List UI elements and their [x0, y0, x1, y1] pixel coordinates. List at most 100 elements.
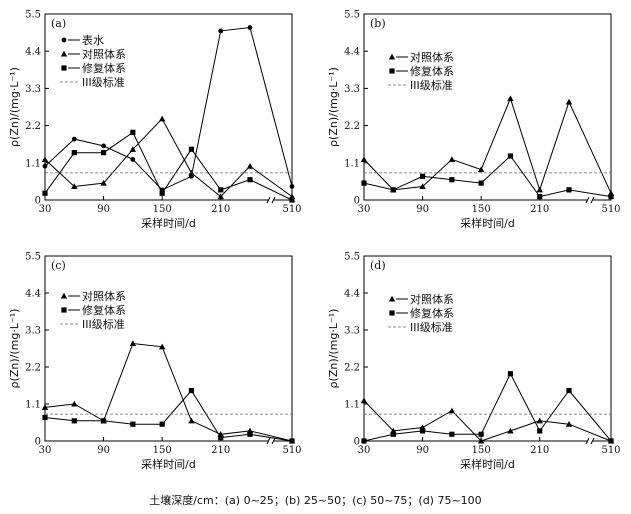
data-point — [566, 187, 572, 193]
data-point — [129, 340, 137, 347]
x-axis-label: 采样时间/d — [460, 457, 515, 471]
data-point — [507, 153, 514, 159]
x-axis-label: 采样时间/d — [460, 216, 515, 230]
x-tick-label: 210 — [530, 204, 549, 215]
legend-label: 对照体系 — [82, 47, 126, 61]
x-tick-label: 510 — [601, 445, 620, 456]
legend-label: 对照体系 — [410, 292, 454, 306]
y-tick-label: 0 — [354, 196, 360, 207]
data-point — [188, 417, 195, 424]
data-point — [566, 387, 572, 394]
chart-panel-d: 0 1.1 2.2 3.3 4.4 5.5 30 90 150 210 510 采样时间/d ρ(Zn)… — [327, 252, 621, 472]
data-point — [360, 397, 368, 404]
axis-break-mark — [266, 437, 271, 445]
plot-frame — [363, 255, 612, 442]
data-point — [158, 115, 166, 122]
data-point — [71, 150, 77, 156]
data-point — [449, 177, 455, 183]
legend-marker — [388, 295, 396, 302]
y-tick-label: 4.4 — [25, 289, 41, 300]
x-tick-label: 90 — [97, 445, 110, 456]
y-tick-label: 0 — [35, 196, 41, 207]
x-tick-label: 510 — [601, 204, 620, 215]
y-tick-label: 4.4 — [344, 289, 360, 300]
data-point — [448, 407, 456, 414]
x-tick-label: 210 — [211, 445, 230, 456]
legend-marker — [61, 307, 67, 313]
data-point — [419, 183, 426, 190]
data-point — [507, 95, 514, 102]
chart-panel-a: 0 1.1 2.2 3.3 4.4 5.5 30 90 150 210 510 采样时间/d ρ(Zn)… — [8, 10, 302, 231]
data-point — [536, 417, 543, 424]
y-tick-label: 0 — [35, 437, 41, 448]
data-point — [361, 180, 367, 186]
panel-label: (a) — [51, 17, 66, 30]
x-tick-label: 90 — [97, 204, 110, 215]
y-tick-label: 3.3 — [25, 326, 41, 337]
y-axis-label: ρ(Zn)/(mg·L⁻¹) — [327, 309, 340, 389]
x-tick-label: 150 — [153, 204, 172, 215]
data-point — [478, 431, 484, 437]
plot-frame — [44, 255, 293, 442]
data-point — [218, 187, 224, 193]
x-axis-label: 采样时间/d — [141, 457, 196, 471]
y-axis-label: ρ(Zn)/(mg·L⁻¹) — [327, 67, 340, 147]
data-point — [361, 438, 367, 444]
series-line — [44, 131, 293, 201]
legend-label: 修复体系 — [410, 306, 454, 320]
axis-break-mark — [590, 437, 595, 445]
data-point — [71, 136, 77, 142]
legend-label: 修复体系 — [82, 303, 126, 317]
y-tick-label: 4.4 — [25, 47, 41, 58]
series-2 — [42, 387, 295, 444]
data-point — [419, 428, 426, 434]
data-point — [101, 143, 106, 149]
data-point — [449, 431, 455, 437]
x-tick-label: 30 — [358, 445, 371, 456]
data-point — [448, 156, 456, 162]
legend-marker — [60, 292, 68, 299]
legend-label: 表水 — [82, 33, 104, 47]
y-tick-label: 1.1 — [344, 400, 360, 411]
series-line — [363, 372, 612, 442]
x-tick-label: 30 — [39, 445, 52, 456]
data-point — [289, 184, 295, 189]
y-tick-label: 1.1 — [25, 400, 41, 411]
y-tick-label: 4.4 — [344, 47, 360, 58]
x-tick-label: 210 — [530, 445, 549, 456]
data-point — [130, 129, 136, 135]
data-point — [71, 400, 78, 407]
data-point — [158, 343, 166, 350]
data-point — [217, 193, 224, 200]
y-tick-label: 3.3 — [344, 326, 360, 337]
data-point — [537, 194, 543, 200]
axis-break-mark — [585, 196, 590, 204]
panel-label: (b) — [370, 17, 386, 30]
x-tick-label: 90 — [416, 445, 429, 456]
panel-label: (d) — [370, 259, 386, 272]
legend-marker — [61, 37, 67, 43]
series-line — [44, 117, 293, 198]
data-point — [565, 420, 573, 427]
data-point — [130, 421, 136, 427]
x-tick-label: 510 — [282, 445, 301, 456]
x-tick-label: 30 — [39, 204, 52, 215]
data-point — [507, 371, 514, 377]
series-line — [363, 97, 612, 194]
panel-label: (c) — [51, 259, 66, 272]
data-point — [247, 177, 253, 183]
data-point — [100, 418, 107, 424]
legend-label: III级标准 — [410, 320, 453, 334]
legend-marker — [60, 50, 68, 57]
legend-marker — [389, 68, 395, 74]
data-point — [42, 190, 48, 196]
series-2 — [361, 153, 614, 200]
data-point — [390, 187, 396, 193]
chart-panel-c: 0 1.1 2.2 3.3 4.4 5.5 30 90 150 210 510 采样时间/d ρ(Zn)… — [8, 252, 302, 472]
data-point — [360, 156, 368, 162]
legend-label: 对照体系 — [410, 50, 454, 64]
series-line — [44, 389, 293, 442]
data-point — [477, 166, 485, 173]
data-point — [41, 404, 49, 410]
